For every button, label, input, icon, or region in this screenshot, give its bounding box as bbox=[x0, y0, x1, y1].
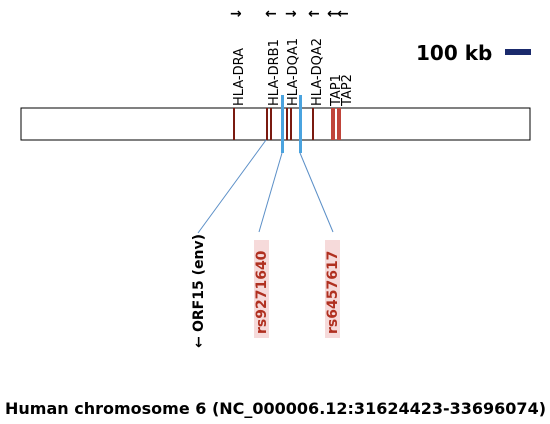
label-hla-dqa2: HLA-DQA2 bbox=[310, 38, 325, 106]
label-hla-drb1: HLA-DRB1 bbox=[267, 39, 282, 106]
label-hla-dra: HLA-DRA bbox=[232, 48, 247, 106]
scale-bar bbox=[505, 49, 531, 55]
gene-mark-hla-dqa2 bbox=[312, 108, 314, 140]
gene-mark-hla-dqa1-a bbox=[286, 108, 288, 140]
gene-mark-hla-drb1-a bbox=[266, 108, 268, 140]
snp-highlight-rs6457617 bbox=[325, 240, 340, 338]
arrow-hla-dqa2: ← bbox=[308, 6, 320, 22]
gene-mark-hla-drb1-b bbox=[270, 108, 272, 140]
scale-bar-label: 100 kb bbox=[416, 41, 492, 65]
arrow-hla-dqa1: → bbox=[285, 6, 297, 22]
orf15-label: ORF15 (env) bbox=[191, 234, 207, 332]
orf-direction-arrow: ← bbox=[191, 336, 207, 348]
arrow-hla-drb1: ← bbox=[265, 6, 277, 22]
label-tap1: TAP1 bbox=[329, 74, 344, 107]
arrow-hla-dra: → bbox=[230, 6, 242, 22]
gene-mark-tap2 bbox=[337, 108, 341, 140]
arrow-tap2: ← bbox=[337, 6, 349, 22]
snp-mark-rs9271640 bbox=[281, 95, 284, 153]
arrow-tap1: ← bbox=[327, 6, 339, 22]
snp-label-rs9271640: rs9271640 bbox=[254, 250, 270, 334]
snp-label-rs6457617: rs6457617 bbox=[325, 251, 341, 334]
label-hla-dqa1: HLA-DQA1 bbox=[286, 38, 301, 106]
gene-mark-tap1 bbox=[331, 108, 335, 140]
snp-mark-rs6457617 bbox=[299, 95, 302, 153]
connector-rs6457617 bbox=[299, 152, 334, 233]
label-tap2: TAP2 bbox=[340, 74, 355, 107]
connector-orf15 bbox=[197, 139, 267, 234]
gene-mark-hla-dra bbox=[233, 108, 235, 140]
figure-caption: Human chromosome 6 (NC_000006.12:3162442… bbox=[5, 399, 546, 418]
gene-mark-hla-dqa1-b bbox=[290, 108, 292, 140]
snp-highlight-rs9271640 bbox=[254, 240, 269, 338]
connector-rs9271640 bbox=[258, 152, 283, 233]
chromosome-bar bbox=[20, 107, 531, 141]
